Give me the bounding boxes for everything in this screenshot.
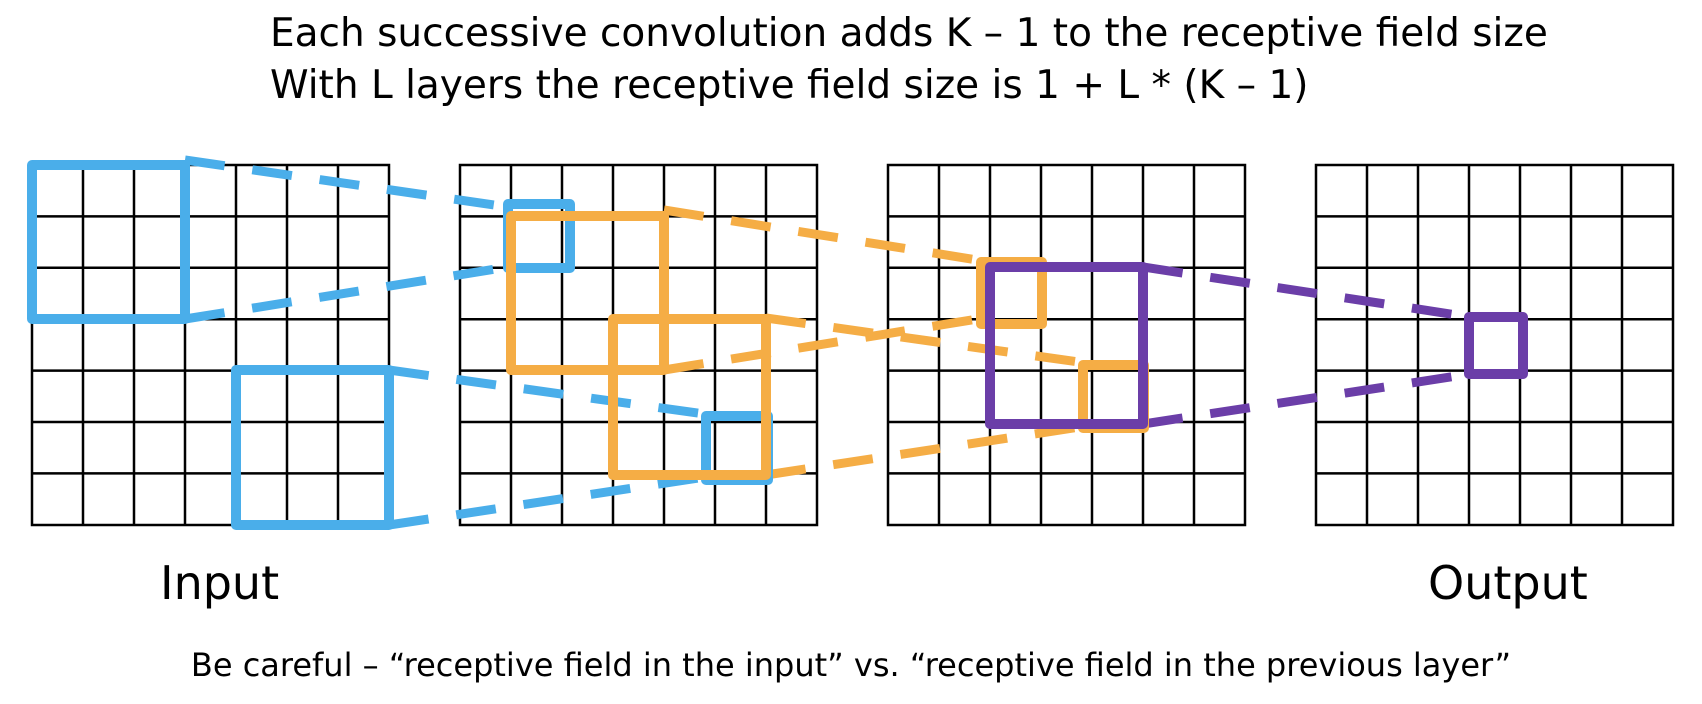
- connectors-layer1: [184, 155, 713, 530]
- grid-input: [30, 163, 391, 527]
- hidden1-receptive-box-bottom: [608, 314, 771, 480]
- header: Each successive convolution adds K – 1 t…: [270, 8, 1548, 112]
- output-unit-box: [1464, 312, 1528, 379]
- connectors-layer3: [1142, 262, 1471, 429]
- footer-note: Be careful – “receptive field in the inp…: [190, 646, 1512, 684]
- input-receptive-box-bottom: [231, 365, 394, 530]
- grid-output: [1314, 163, 1675, 527]
- output-label: Output: [1428, 556, 1588, 610]
- input-receptive-box-top: [27, 160, 190, 324]
- hidden2-receptive-box: [985, 262, 1148, 429]
- header-line-1: Each successive convolution adds K – 1 t…: [270, 11, 1548, 56]
- receptive-boxes-layer3: [985, 262, 1528, 429]
- hidden1-receptive-box-top: [506, 211, 669, 375]
- grid-hidden-2: [886, 163, 1247, 527]
- input-label: Input: [160, 556, 280, 610]
- header-line-2: With L layers the receptive field size i…: [270, 63, 1309, 108]
- connectors-layer2: [663, 205, 1094, 480]
